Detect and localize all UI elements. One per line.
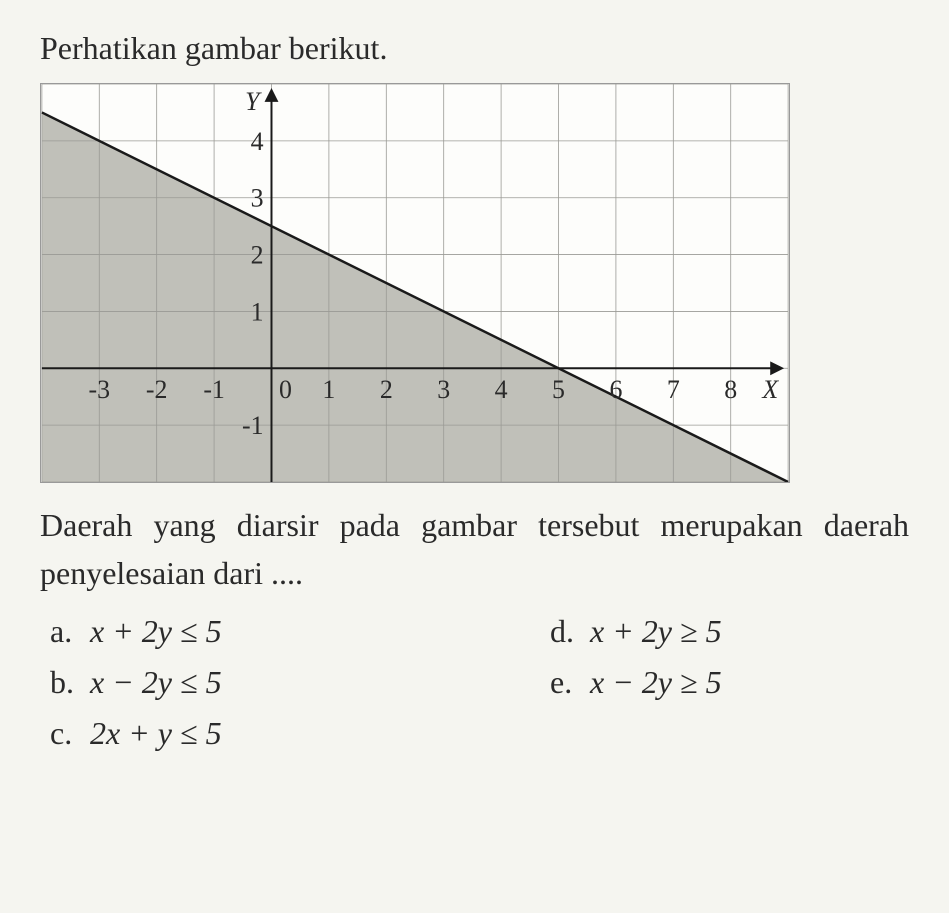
svg-text:3: 3 — [251, 184, 264, 213]
inequality-chart: -3-2-1012345678-11234XY — [40, 83, 790, 483]
svg-text:-1: -1 — [242, 411, 264, 440]
svg-text:-2: -2 — [146, 375, 168, 404]
svg-text:-1: -1 — [203, 375, 225, 404]
svg-text:2: 2 — [251, 241, 264, 270]
svg-text:6: 6 — [609, 375, 622, 404]
svg-text:X: X — [761, 375, 779, 404]
option-b: b. x − 2y ≤ 5 — [50, 664, 350, 701]
question-result: Daerah yang diarsir pada gambar tersebut… — [40, 501, 909, 597]
option-math-b: x − 2y ≤ 5 — [90, 664, 222, 701]
option-label-b: b. — [50, 664, 90, 701]
chart-svg: -3-2-1012345678-11234XY — [41, 84, 789, 482]
svg-text:7: 7 — [667, 375, 680, 404]
option-e: e. x − 2y ≥ 5 — [550, 664, 850, 701]
svg-text:0: 0 — [279, 375, 292, 404]
option-math-a: x + 2y ≤ 5 — [90, 613, 222, 650]
option-a: a. x + 2y ≤ 5 — [50, 613, 350, 650]
svg-text:4: 4 — [251, 127, 264, 156]
option-label-e: e. — [550, 664, 590, 701]
option-label-c: c. — [50, 715, 90, 752]
svg-text:1: 1 — [251, 297, 264, 326]
svg-text:1: 1 — [322, 375, 335, 404]
result-line-1: Daerah yang diarsir pada gambar tersebut — [40, 507, 639, 543]
option-d: d. x + 2y ≥ 5 — [550, 613, 850, 650]
option-math-d: x + 2y ≥ 5 — [590, 613, 722, 650]
question-intro: Perhatikan gambar berikut. — [40, 30, 909, 67]
svg-text:2: 2 — [380, 375, 393, 404]
svg-text:8: 8 — [724, 375, 737, 404]
svg-text:3: 3 — [437, 375, 450, 404]
svg-text:5: 5 — [552, 375, 565, 404]
option-c: c. 2x + y ≤ 5 — [50, 715, 350, 752]
options-list: a. x + 2y ≤ 5 d. x + 2y ≥ 5 b. x − 2y ≤ … — [40, 613, 909, 752]
option-label-a: a. — [50, 613, 90, 650]
svg-text:4: 4 — [495, 375, 508, 404]
svg-text:-3: -3 — [89, 375, 111, 404]
option-label-d: d. — [550, 613, 590, 650]
option-math-e: x − 2y ≥ 5 — [590, 664, 722, 701]
option-math-c: 2x + y ≤ 5 — [90, 715, 222, 752]
